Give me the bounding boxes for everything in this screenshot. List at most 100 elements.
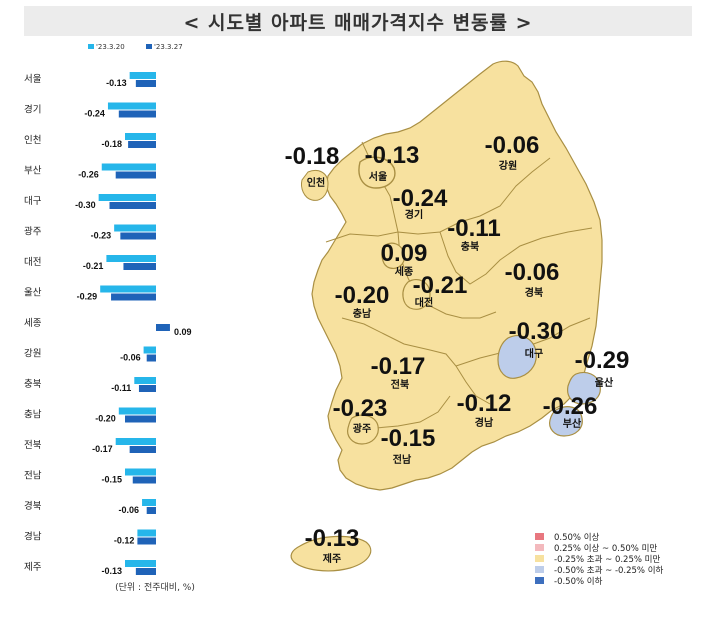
map-value-label: -0.15: [381, 425, 436, 452]
ulsan-region: [567, 371, 601, 405]
bar: [114, 224, 156, 232]
data-label: -0.24: [84, 109, 105, 119]
legend-swatch: [535, 533, 544, 540]
map-value-label: -0.30: [509, 318, 564, 345]
category-label: 울산: [24, 288, 42, 299]
bar: [143, 346, 156, 354]
bar: [129, 72, 156, 79]
legend-swatch: [535, 577, 544, 584]
bar: [107, 102, 156, 110]
bar: [118, 110, 156, 118]
data-label: -0.18: [101, 139, 122, 149]
data-label: -0.13: [106, 78, 127, 88]
map-region-label: 부산: [563, 417, 582, 430]
bar: [146, 354, 156, 362]
map-value-label: -0.21: [413, 272, 468, 299]
seoul-region: [358, 156, 396, 189]
bar: [101, 163, 156, 171]
data-label: -0.20: [95, 414, 116, 424]
map-region-label: 대전: [415, 296, 433, 309]
map-region-label: 제주: [323, 552, 341, 565]
legend-item: -0.25% 초과 ~ 0.25% 미만: [535, 553, 663, 565]
category-label: 충남: [24, 410, 42, 421]
legend-swatch: [535, 544, 544, 551]
data-label: -0.26: [78, 170, 99, 180]
map-region-label: 전북: [391, 378, 409, 391]
map-region-label: 충북: [461, 240, 479, 253]
bar: [118, 407, 156, 415]
map-value-label: 0.09: [381, 240, 428, 267]
bar: [134, 377, 156, 384]
legend-label: -0.50% 이하: [554, 576, 603, 587]
sejong-region: [381, 242, 405, 269]
busan-region: [549, 406, 583, 437]
legend-item: -0.50% 이하: [535, 575, 663, 587]
map-region-label: 대구: [525, 347, 543, 360]
map-region-label: 강원: [499, 159, 517, 172]
incheon-island-region: [301, 170, 329, 201]
category-label: 대전: [24, 257, 41, 268]
map-value-label: -0.13: [365, 142, 420, 169]
category-label: 경기: [24, 104, 41, 116]
daejeon-region: [402, 279, 431, 310]
map-value-label: -0.17: [371, 353, 426, 380]
bar: [115, 171, 156, 179]
bar-legend-label: '23.3.27: [154, 43, 183, 51]
legend-swatch: [535, 555, 544, 562]
category-label: 부산: [24, 166, 42, 177]
gwangju-region: [347, 414, 379, 445]
bar: [135, 568, 156, 575]
map-value-label: -0.26: [543, 393, 598, 420]
region-boundaries: [325, 141, 593, 429]
bar: [146, 507, 156, 514]
bar-legend-swatch: [146, 44, 152, 49]
legend-label: 0.25% 이상 ~ 0.50% 미만: [554, 543, 658, 554]
map-legend: 0.50% 이상 0.25% 이상 ~ 0.50% 미만 -0.25% 초과 ~ 0…: [535, 531, 663, 587]
map-value-label: -0.23: [333, 395, 388, 422]
map-value-label: -0.20: [335, 282, 390, 309]
bar: [125, 468, 156, 476]
bar: [156, 324, 170, 331]
map-region-label: 광주: [353, 423, 371, 435]
bar: [123, 263, 156, 270]
map-region-label: 전남: [393, 453, 412, 466]
map-region-label: 충남: [353, 307, 372, 320]
legend-swatch: [535, 566, 544, 573]
bar: [98, 194, 156, 201]
bar: [132, 476, 156, 484]
category-label: 경북: [24, 500, 42, 512]
data-label: 0.09: [174, 327, 192, 337]
data-label: -0.21: [83, 261, 104, 271]
bar-chart-legend: '23.3.20 '23.3.27: [88, 43, 183, 51]
bar: [135, 80, 156, 87]
map-value-label: -0.06: [505, 259, 560, 286]
category-label: 충북: [24, 379, 42, 390]
legend-item: 0.50% 이상: [535, 531, 663, 543]
data-label: -0.06: [119, 505, 140, 515]
data-label: -0.06: [120, 353, 141, 363]
bar: [120, 232, 156, 240]
bar-chart: '23.3.20 '23.3.27 서울 -0.13 경기 -0.24 인천 -0.18 부산…: [24, 43, 195, 593]
map-value-label: -0.29: [575, 347, 630, 374]
category-label: 제주: [24, 562, 42, 573]
bar: [109, 202, 156, 209]
bar-legend-label: '23.3.20: [96, 43, 125, 51]
bar: [111, 293, 156, 301]
map-region-label: 서울: [369, 170, 387, 183]
bar: [128, 141, 156, 148]
data-label: -0.15: [101, 475, 122, 485]
data-label: -0.29: [77, 292, 98, 302]
data-label: -0.30: [75, 200, 96, 210]
bar: [137, 537, 156, 545]
bar: [125, 133, 156, 140]
chart-title: < 시도별 아파트 매매가격지수 변동률 >: [24, 6, 692, 36]
bar: [100, 285, 156, 293]
bar: [129, 446, 156, 453]
category-label: 인천: [24, 135, 41, 146]
category-label: 강원: [24, 349, 41, 360]
legend-label: 0.50% 이상: [554, 532, 600, 543]
category-label: 전남: [24, 471, 42, 482]
korea-map: -0.13서울-0.18인천-0.24경기-0.06강원-0.11충북0.09세…: [285, 60, 630, 572]
bar: [125, 415, 156, 423]
data-label: -0.13: [101, 566, 122, 576]
